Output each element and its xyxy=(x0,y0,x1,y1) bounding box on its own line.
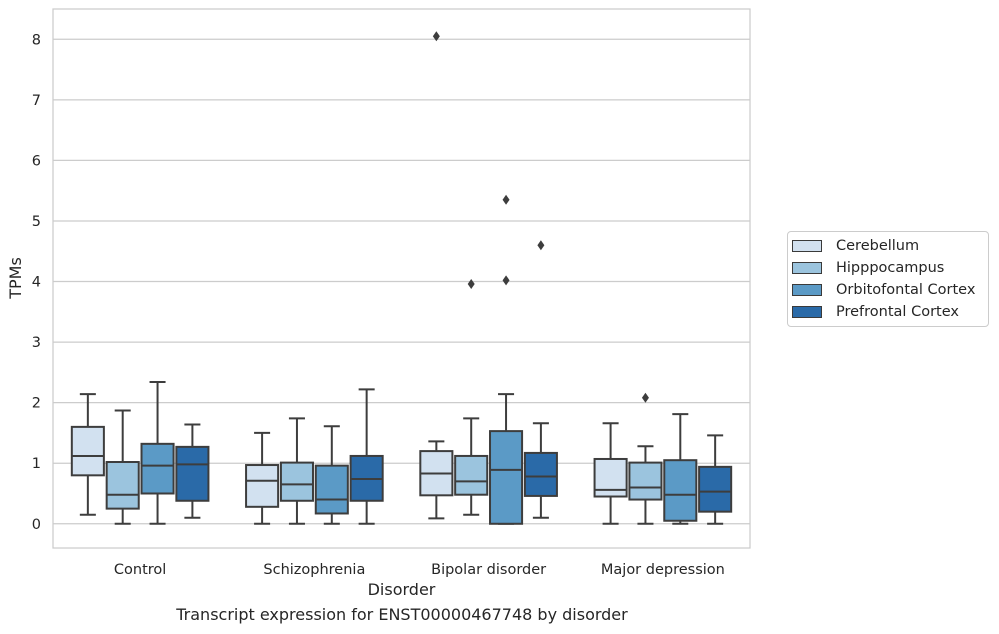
legend-label-prefrontal-cortex: Prefrontal Cortex xyxy=(836,304,959,320)
box-body xyxy=(628,461,663,501)
y-tick-label: 8 xyxy=(32,32,41,48)
x-tick-labels: Control Schizophrenia Bipolar disorder Majo… xyxy=(114,562,725,578)
legend-item-hippocampus: Hipppocampus xyxy=(792,257,944,279)
y-tick-label: 1 xyxy=(32,456,41,472)
legend-label-orbitofrontal-cortex: Orbitofontal Cortex xyxy=(836,282,976,298)
box-2-3 xyxy=(454,278,489,516)
box-2-2 xyxy=(279,417,314,525)
box-1-2 xyxy=(245,431,280,525)
box-4-4 xyxy=(698,434,733,525)
legend-swatch-hippocampus xyxy=(792,262,822,274)
y-tick-label: 6 xyxy=(32,153,41,169)
box-1-4 xyxy=(593,422,628,525)
y-tick-label: 7 xyxy=(32,93,41,109)
legend-item-cerebellum: Cerebellum xyxy=(792,235,919,257)
legend-swatch-prefrontal-cortex xyxy=(792,306,822,318)
y-tick-label: 0 xyxy=(32,517,41,533)
y-tick-label: 3 xyxy=(32,335,41,351)
box-body xyxy=(105,461,140,510)
outlier-point xyxy=(467,278,475,289)
x-tick-label: Bipolar disorder xyxy=(431,562,546,578)
legend-swatch-orbitofrontal-cortex xyxy=(792,284,822,296)
box-3-4 xyxy=(663,413,698,525)
box-1-3 xyxy=(419,31,454,520)
box-body xyxy=(698,465,733,513)
outlier-point xyxy=(502,194,510,205)
box-body xyxy=(140,442,175,495)
box-4-1 xyxy=(175,423,210,519)
x-axis-label: Disorder xyxy=(368,580,436,599)
box-body xyxy=(454,454,489,496)
box-body xyxy=(593,457,628,498)
legend-item-orbitofrontal-cortex: Orbitofontal Cortex xyxy=(792,279,975,301)
legend: Cerebellum Hipppocampus Orbitofontal Cor… xyxy=(787,231,989,327)
figure-caption: Transcript expression for ENST0000046774… xyxy=(176,605,628,624)
x-tick-label: Schizophrenia xyxy=(263,562,365,578)
box-body xyxy=(279,461,314,502)
outlier-point xyxy=(502,275,510,286)
box-body xyxy=(663,459,698,522)
box-3-1 xyxy=(140,381,175,525)
y-tick-labels: 0 1 2 3 4 5 6 7 8 xyxy=(32,32,41,532)
y-axis-label: TPMs xyxy=(6,257,25,300)
legend-swatch-cerebellum xyxy=(792,240,822,252)
outlier-point xyxy=(537,240,545,251)
y-tick-label: 5 xyxy=(32,214,41,230)
boxes xyxy=(70,31,733,525)
box-2-4 xyxy=(628,392,663,525)
box-3-2 xyxy=(314,425,349,525)
y-tick-label: 4 xyxy=(32,275,41,291)
box-body xyxy=(175,445,210,502)
plot-frame xyxy=(52,8,751,549)
box-body xyxy=(489,430,524,525)
outlier-point xyxy=(432,31,440,42)
box-3-3 xyxy=(489,194,524,525)
box-4-3 xyxy=(523,240,558,519)
box-2-1 xyxy=(105,409,140,525)
box-1-1 xyxy=(70,393,105,516)
box-body xyxy=(245,464,280,508)
x-tick-label: Control xyxy=(114,562,166,578)
box-4-2 xyxy=(349,388,384,525)
legend-item-prefrontal-cortex: Prefrontal Cortex xyxy=(792,301,959,323)
x-tick-label: Major depression xyxy=(601,562,725,578)
box-body xyxy=(314,464,349,515)
legend-label-cerebellum: Cerebellum xyxy=(836,238,920,254)
box-body xyxy=(523,451,558,497)
outlier-point xyxy=(641,392,649,403)
box-body xyxy=(70,425,105,477)
y-tick-label: 2 xyxy=(32,396,41,412)
legend-label-hippocampus: Hipppocampus xyxy=(836,260,945,276)
